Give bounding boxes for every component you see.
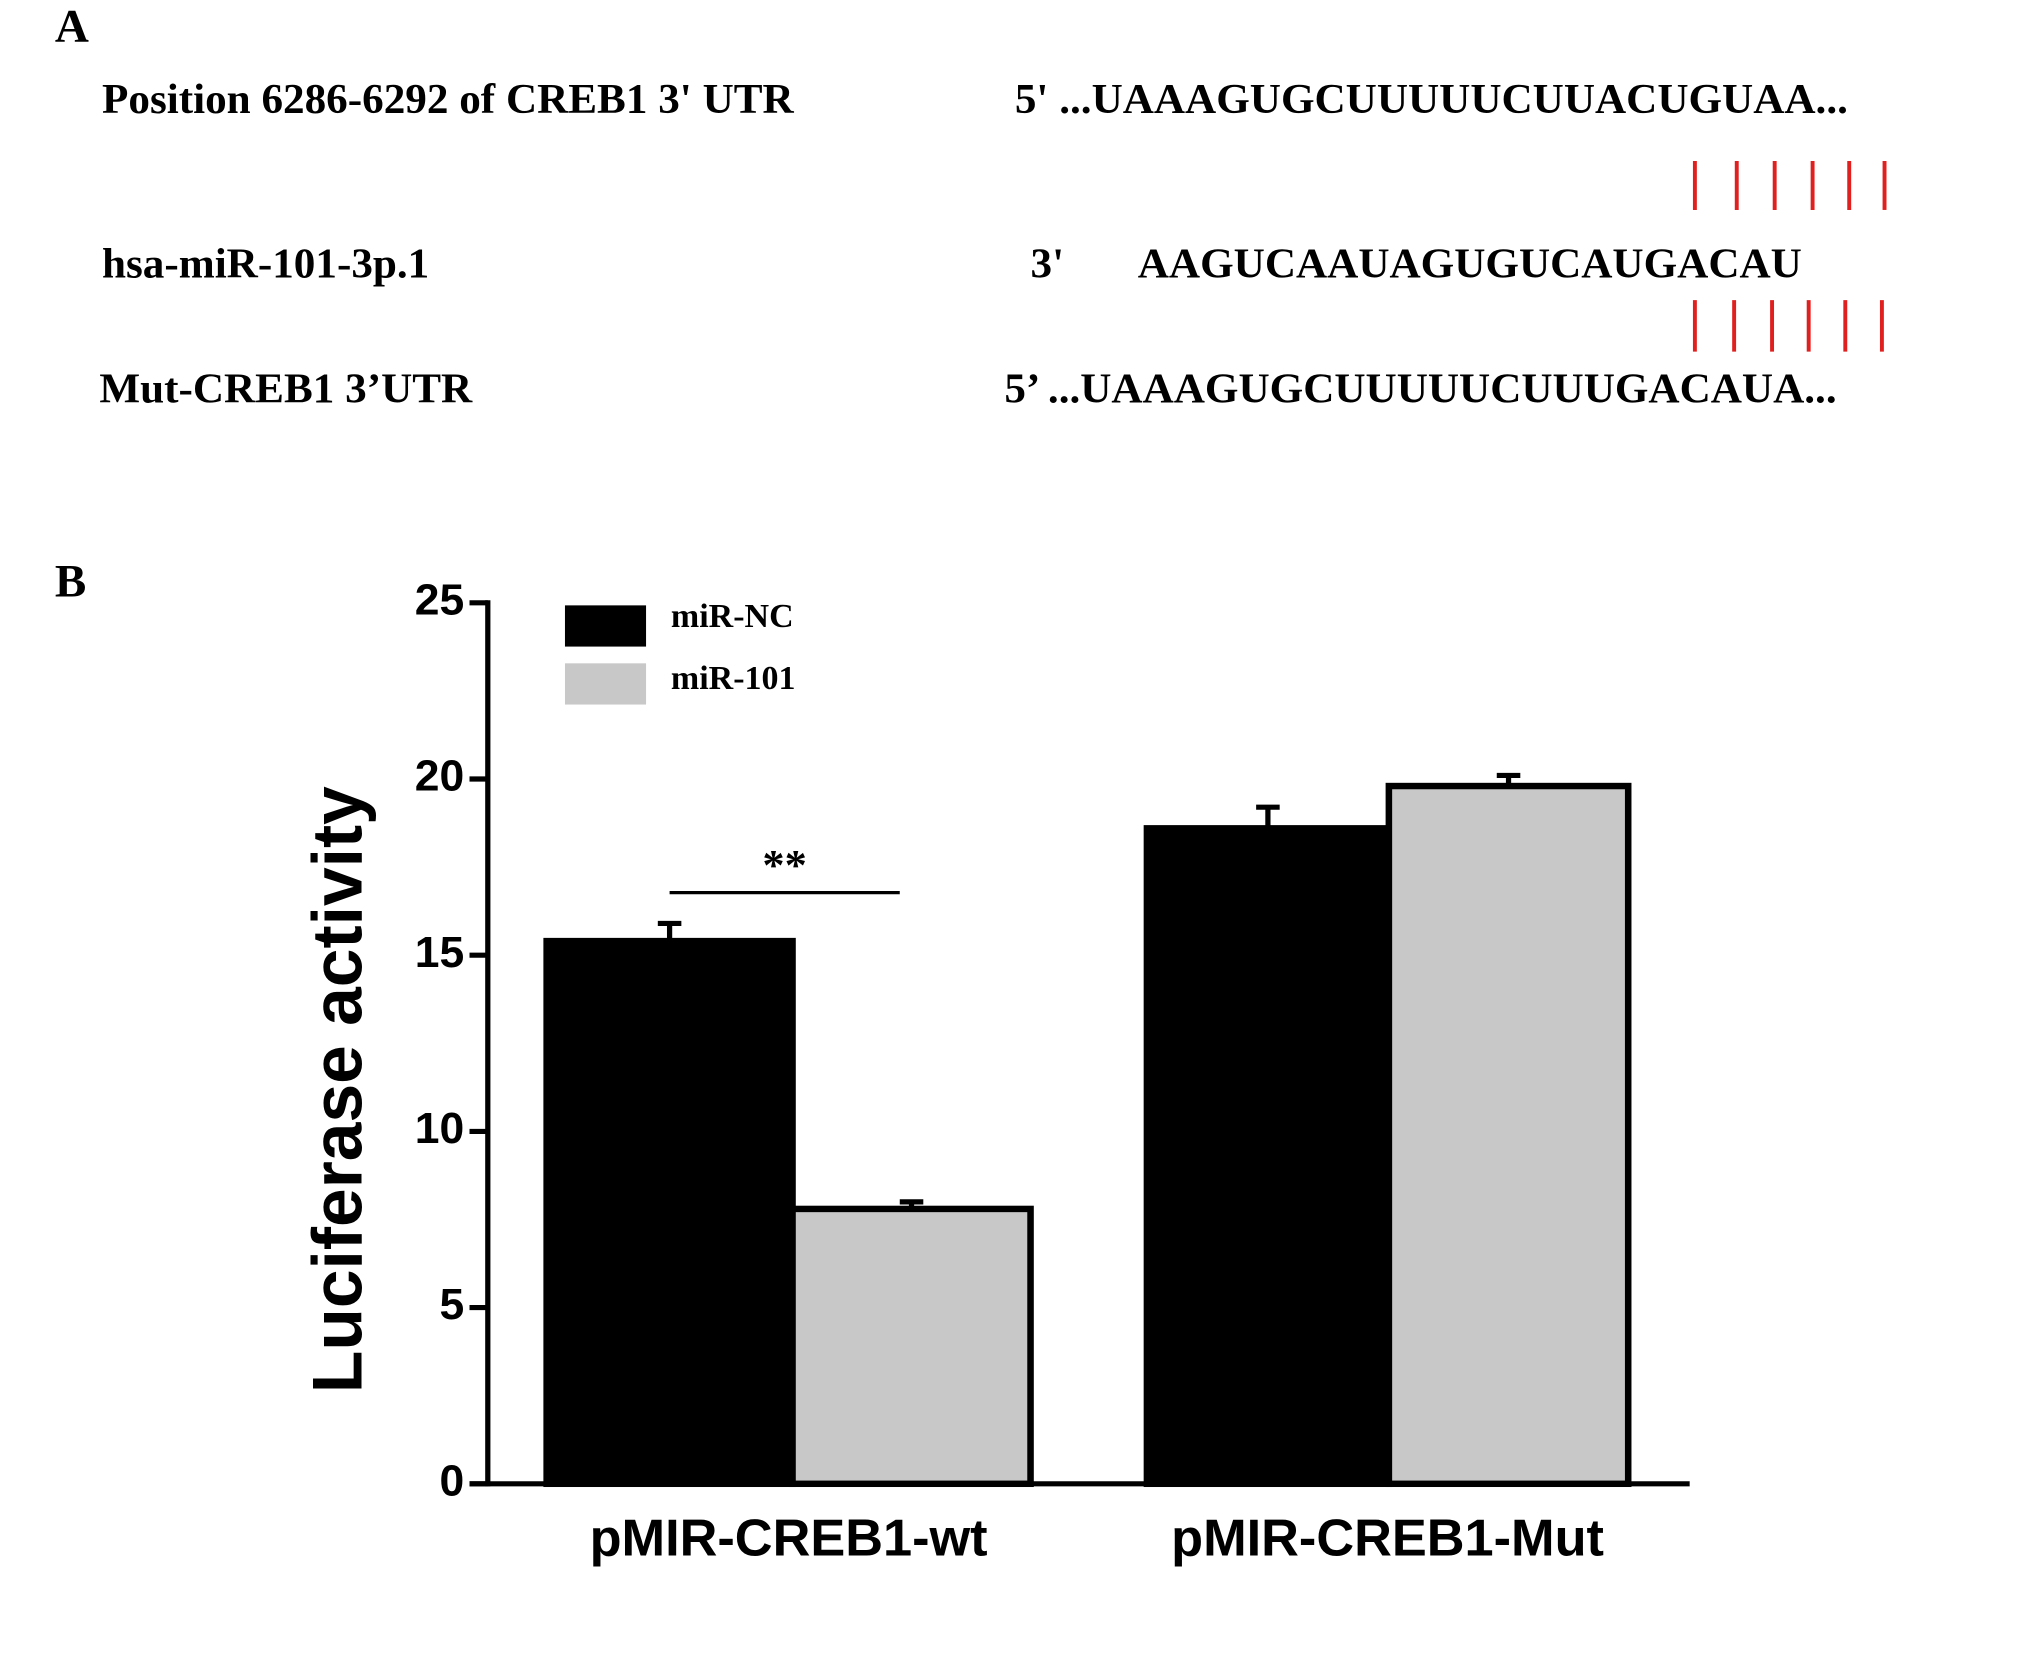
y-tick-label: 15	[415, 928, 464, 977]
legend-swatch	[564, 605, 647, 647]
row-name: Position 6286-6292 of CREB1 3' UTR	[102, 76, 795, 123]
pairing-lines	[1692, 161, 1887, 352]
row-name: Mut-CREB1 3’UTR	[99, 366, 473, 413]
sequence: 5' ...UAAAGUGCUUUUUCUUACUGUAA...	[1015, 76, 1848, 123]
x-tick-label: pMIR-CREB1-Mut	[1171, 1510, 1604, 1568]
y-axis-label: Luciferase activity	[298, 786, 377, 1393]
bar	[789, 1205, 1034, 1488]
panel-label: A	[55, 1, 89, 53]
y-tick-label: 20	[415, 752, 464, 801]
significance-label: **	[762, 841, 806, 890]
sequence-end: 3'	[1031, 241, 1065, 288]
y-tick-label: 25	[415, 576, 464, 625]
row-name: hsa-miR-101-3p.1	[102, 241, 429, 288]
x-tick-label: pMIR-CREB1-wt	[590, 1510, 988, 1568]
bar	[1143, 825, 1393, 1488]
bar	[543, 937, 796, 1488]
legend-label: miR-NC	[671, 598, 794, 635]
y-tick-label: 10	[415, 1104, 464, 1153]
sequence: AAGUCAAUAGUGUCAUGACAU	[1138, 241, 1802, 288]
y-tick-label: 0	[440, 1457, 465, 1506]
y-tick-label: 5	[440, 1280, 465, 1329]
panel-label: B	[55, 556, 86, 608]
legend-swatch	[564, 663, 647, 705]
bar	[1385, 782, 1632, 1488]
sequence: 5’ ...UAAAGUGCUUUUUCUUUGACAUA...	[1004, 366, 1836, 413]
legend-label: miR-101	[671, 660, 796, 697]
